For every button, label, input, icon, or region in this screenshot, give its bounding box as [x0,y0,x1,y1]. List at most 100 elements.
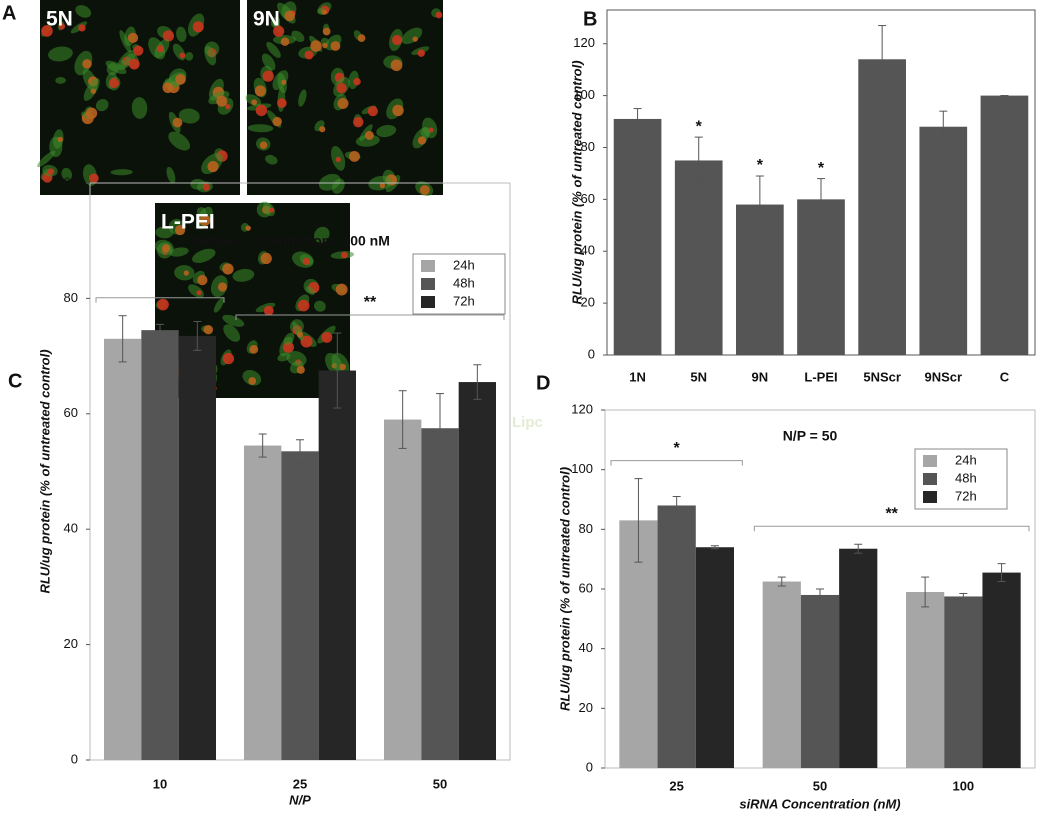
error-bar [296,439,304,464]
nucleus [392,34,403,46]
cell [75,5,92,18]
bar [919,126,968,355]
nucleus [341,251,348,259]
error-bar [118,315,127,363]
bar [318,370,356,760]
error-bar [333,332,342,409]
nucleus [82,59,92,69]
nucleus [127,32,139,43]
nucleus [392,104,404,117]
nucleus [225,103,231,110]
cell [223,324,241,342]
cell [222,314,245,327]
bracket [610,460,743,466]
bracket-label: * [157,277,164,294]
cell [422,117,438,139]
nucleus [85,107,98,119]
nucleus [304,50,314,60]
x-tick-label: C [1000,369,1010,384]
nucleus [280,37,290,46]
legend-swatch [421,260,435,272]
y-tick-label: 60 [579,580,593,595]
cell [213,298,224,313]
nucleus [199,214,211,227]
error-bar [398,390,407,449]
error-bar [710,545,719,550]
annotation: * [818,160,825,177]
bar [104,338,142,760]
nucleus [109,77,120,89]
cell [298,89,307,107]
nucleus [302,257,310,265]
cell [204,45,217,66]
bar [762,581,801,768]
nucleus [349,150,360,162]
cell [232,268,255,282]
nucleus [322,27,331,36]
y-axis-label: RLU/ug protein (% of untreated control) [37,349,52,593]
nucleus [172,117,183,128]
nucleus [390,59,403,72]
x-axis-label: siRNA Concentration (nM) [739,796,900,811]
legend-label: 48h [453,275,475,290]
nucleus [217,282,228,292]
nucleus [364,130,374,140]
bar [839,548,878,768]
bar [980,95,1029,355]
nucleus [216,95,228,107]
legend-label: 24h [955,452,977,467]
x-tick-label: 9NScr [924,369,962,384]
bar [906,591,945,768]
error-bar [473,364,482,400]
x-tick-label: L-PEI [804,369,837,384]
bracket [235,314,505,321]
nucleus [175,74,186,85]
nucleus [322,42,328,49]
y-tick-label: 20 [581,295,595,310]
nucleus [254,85,266,97]
error-bar [633,108,642,130]
nucleus [179,52,186,59]
x-tick-label: 25 [293,776,307,791]
nucleus [273,25,285,37]
nucleus [339,363,346,371]
y-tick-label: 40 [581,243,595,258]
nucleus [78,24,86,32]
nucleus [192,21,204,33]
cell [155,226,174,239]
nucleus [156,45,164,53]
legend: 24h 48h 72h [412,253,506,315]
nucleus [353,116,364,128]
nucleus [428,127,434,133]
nucleus [260,252,272,265]
nucleus [41,25,53,37]
nucleus [263,305,274,316]
cell [37,150,56,168]
error-bar [755,175,764,234]
bracket [753,525,1030,532]
nucleus [379,182,386,189]
bar [458,382,496,760]
bar [244,445,282,760]
cell [196,207,207,217]
nucleus [133,45,144,56]
cell [291,30,305,42]
nucleus [297,299,310,312]
nucleus [202,183,211,191]
image-label: 9N [253,8,280,31]
panel-label: D [536,372,550,394]
error-bar [156,323,164,337]
y-tick-label: 80 [581,139,595,154]
nucleus [207,160,219,173]
nucleus [277,98,287,108]
y-tick-label: 20 [579,700,593,715]
y-tick-label: 80 [64,290,78,305]
nucleus [353,77,361,86]
cell [110,169,133,176]
nucleus [284,10,295,22]
nucleus [196,290,202,296]
nucleus [249,345,259,354]
legend-swatch [421,278,435,290]
nucleus [310,40,322,52]
cell [166,166,176,184]
